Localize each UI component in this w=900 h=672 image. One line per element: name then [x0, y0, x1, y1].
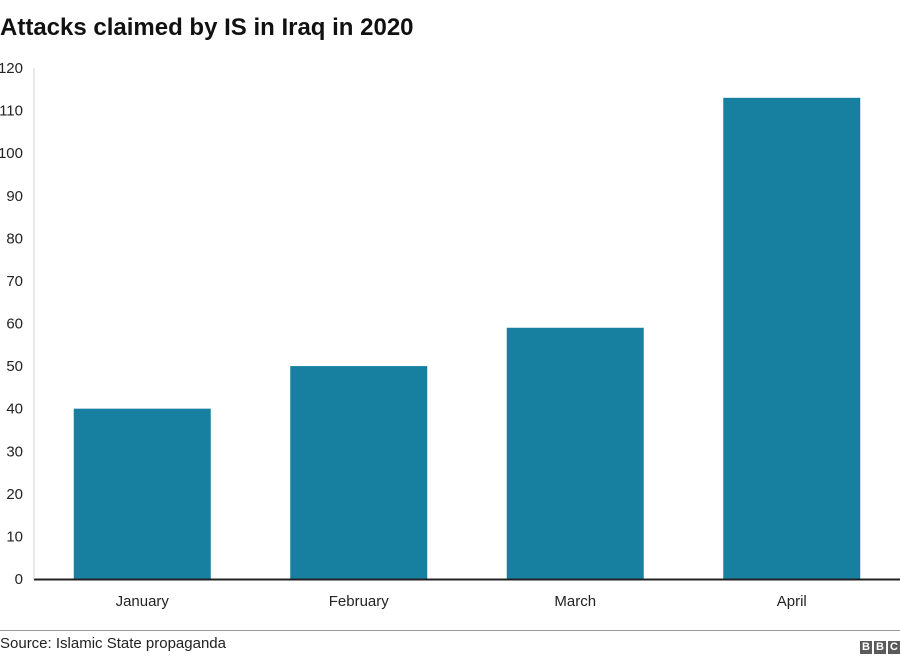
bar-march: [506, 327, 644, 579]
x-tick-label: January: [116, 593, 170, 610]
y-tick-label: 30: [6, 443, 23, 460]
source-note: Source: Islamic State propaganda: [0, 635, 226, 652]
y-tick-label: 10: [6, 528, 23, 545]
bar-april: [723, 97, 861, 579]
y-tick-label: 80: [6, 230, 23, 247]
bar-february: [290, 366, 428, 579]
y-tick-label: 70: [6, 273, 23, 290]
x-tick-label: March: [554, 593, 596, 610]
bbc-logo-letter: C: [888, 641, 900, 654]
bbc-logo: B B C: [860, 641, 900, 654]
y-tick-label: 100: [0, 145, 23, 162]
y-axis: 0 10 20 30 40 50 60 70 80 90 100 110 120: [0, 60, 23, 588]
bar-chart: 0 10 20 30 40 50 60 70 80 90 100 110 120 January Febr…: [0, 60, 900, 610]
bbc-logo-letter: B: [860, 641, 872, 654]
y-tick-label: 0: [15, 571, 23, 588]
x-axis: January February March April: [116, 593, 807, 610]
y-tick-label: 50: [6, 358, 23, 375]
x-tick-label: April: [777, 593, 807, 610]
y-tick-label: 40: [6, 401, 23, 418]
bbc-logo-letter: B: [874, 641, 886, 654]
bar-series: [73, 97, 861, 579]
y-tick-label: 110: [0, 103, 23, 120]
chart-title: Attacks claimed by IS in Iraq in 2020: [0, 14, 414, 41]
y-tick-label: 20: [6, 486, 23, 503]
y-tick-label: 90: [6, 188, 23, 205]
x-tick-label: February: [329, 593, 390, 610]
y-tick-label: 120: [0, 60, 23, 77]
y-tick-label: 60: [6, 316, 23, 333]
bar-january: [73, 408, 211, 579]
footer-divider: [0, 630, 900, 631]
